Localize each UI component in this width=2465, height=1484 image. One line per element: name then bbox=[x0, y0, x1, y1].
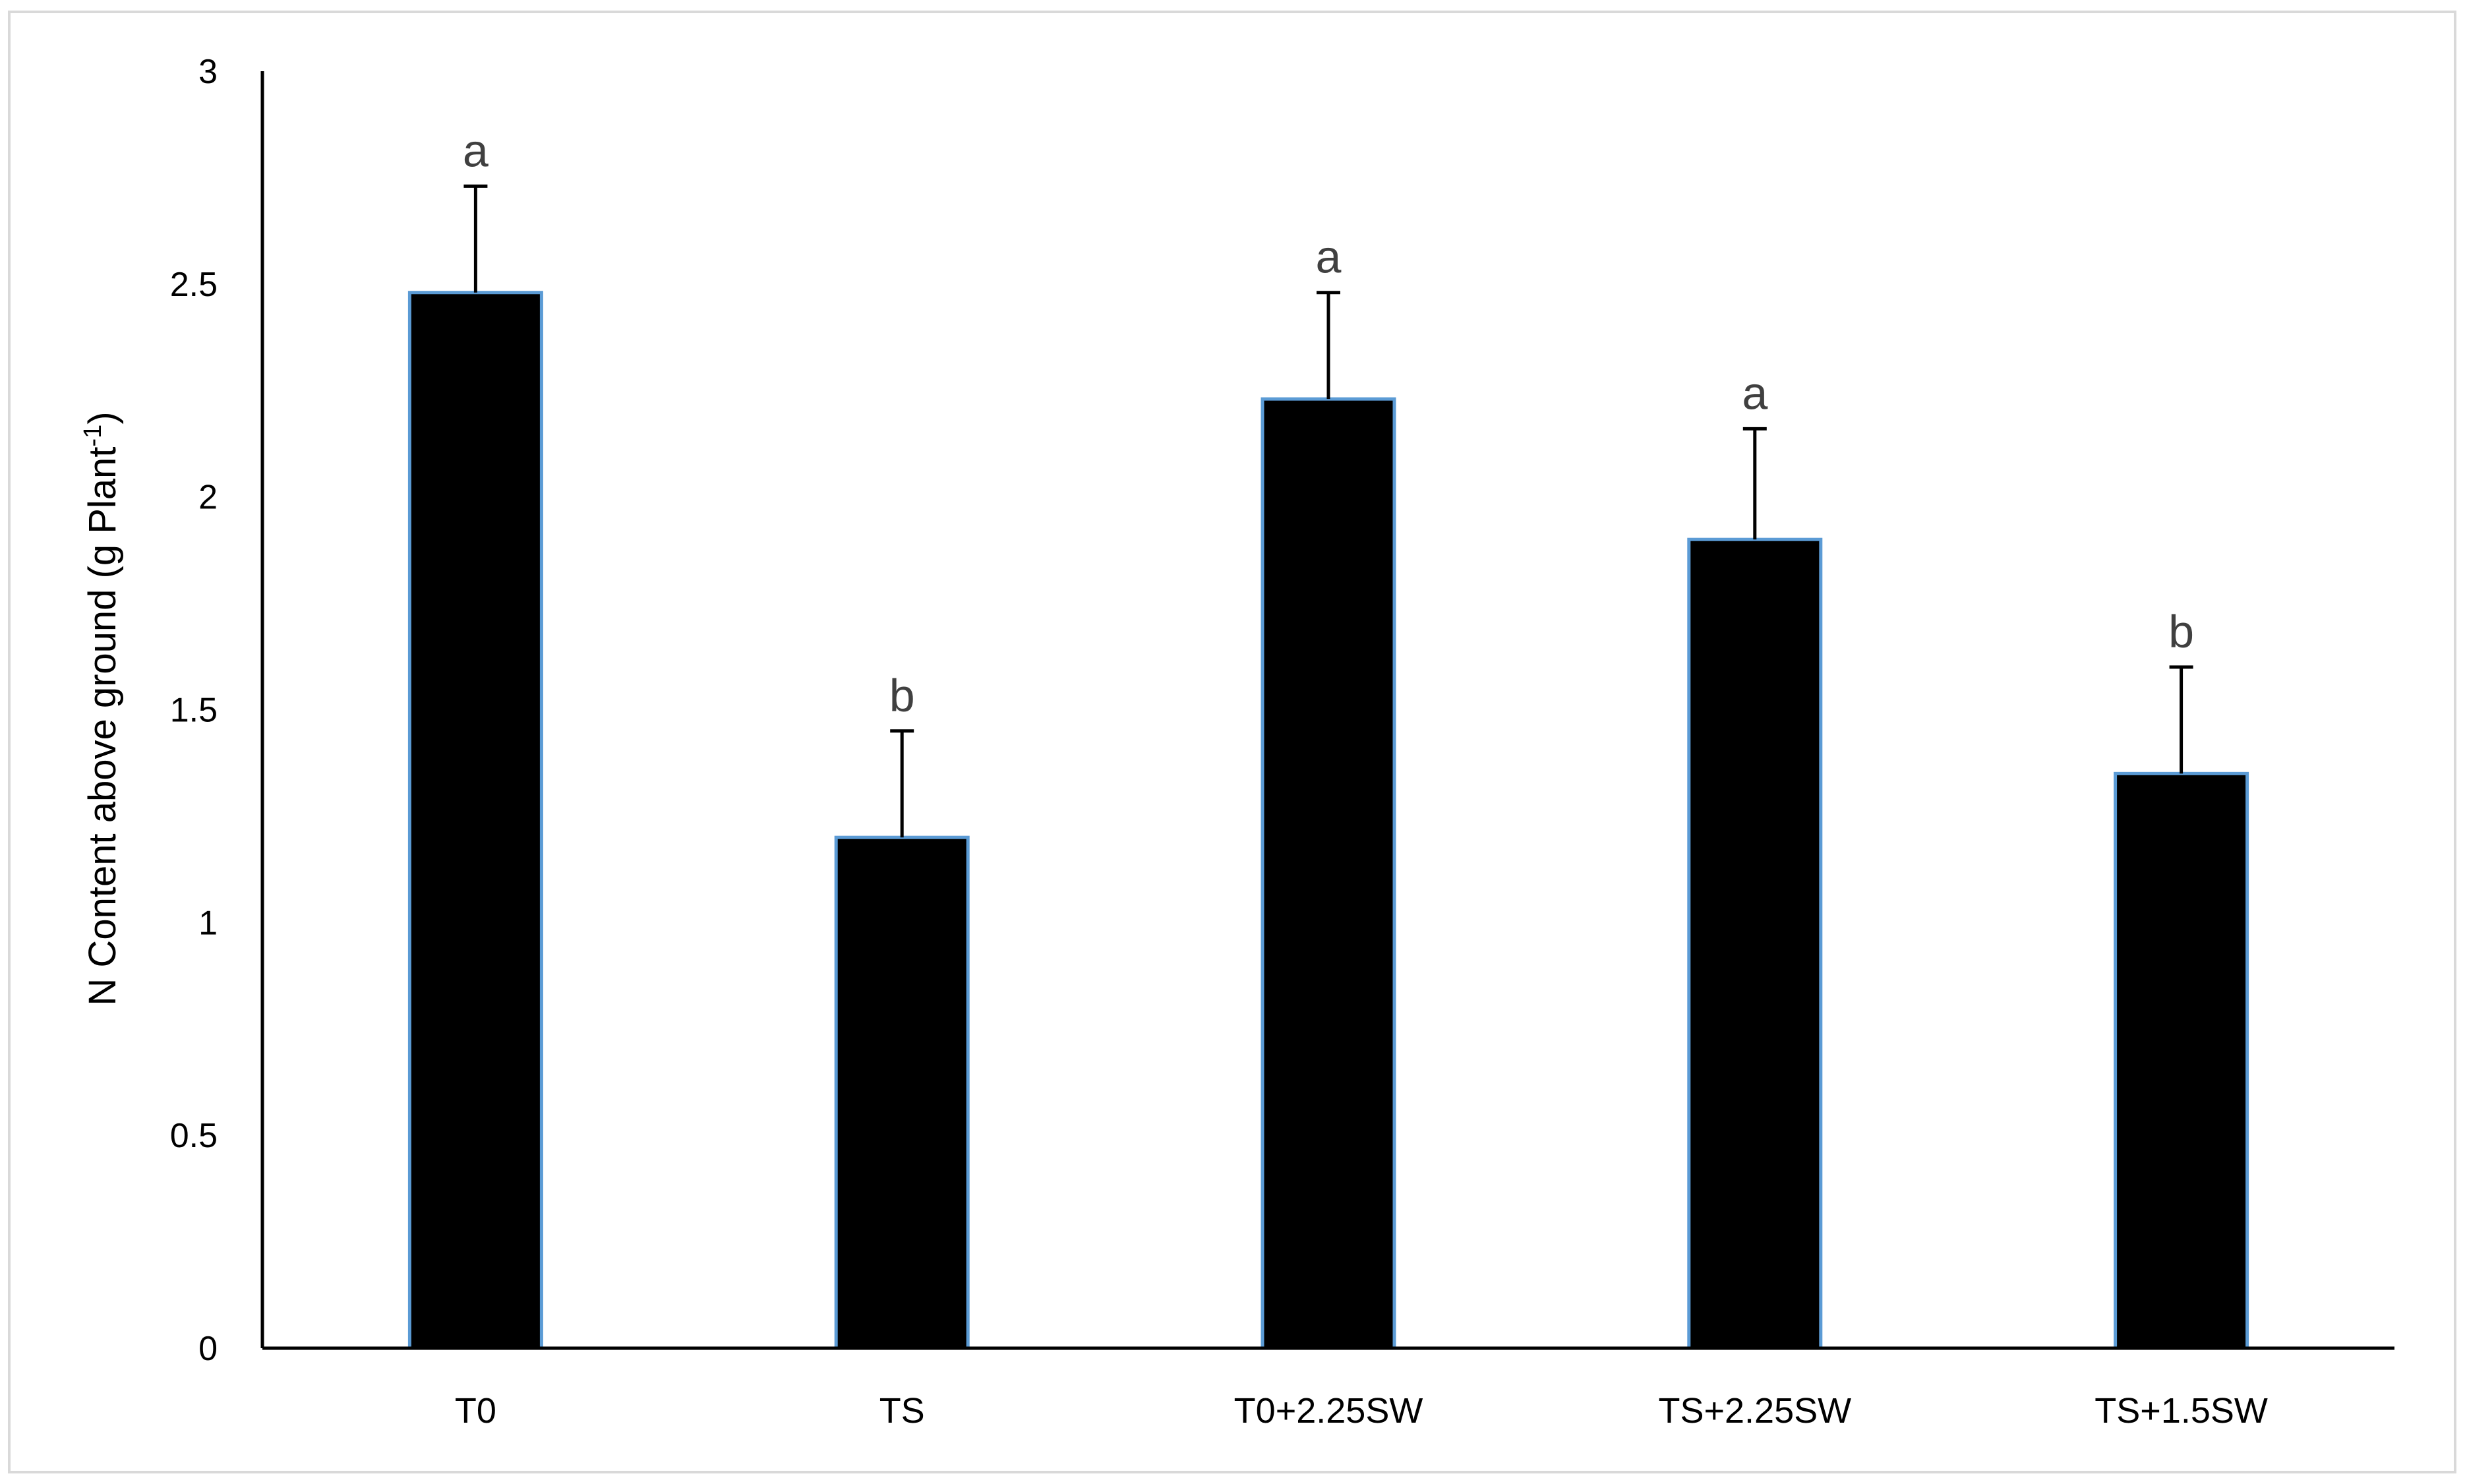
bar-T0+2.25SW bbox=[1261, 397, 1396, 1350]
y-axis-title-superscript: -1 bbox=[79, 425, 107, 447]
significance-label-TS+2.25SW: a bbox=[1742, 367, 1767, 419]
x-tick-label: T0 bbox=[455, 1391, 496, 1431]
bar-TS+1.5SW bbox=[2114, 771, 2249, 1350]
x-tick-label: TS+1.5SW bbox=[2094, 1391, 2268, 1431]
y-tick-label: 0 bbox=[198, 1330, 218, 1368]
significance-label-T0+2.25SW: a bbox=[1316, 231, 1342, 283]
x-tick-label: TS bbox=[879, 1391, 925, 1431]
chart-frame bbox=[8, 11, 2456, 1473]
y-tick-label: 2.5 bbox=[170, 266, 218, 304]
y-tick-label: 2 bbox=[198, 479, 218, 517]
significance-label-TS+1.5SW: b bbox=[2168, 606, 2194, 657]
y-axis-title-main: N Content above ground (g Plant bbox=[81, 447, 124, 1006]
bar-T0 bbox=[407, 291, 543, 1350]
x-tick-label: TS+2.25SW bbox=[1658, 1391, 1851, 1431]
y-tick-label: 3 bbox=[198, 53, 218, 91]
significance-labels-layer: a b a a b bbox=[463, 125, 2194, 721]
y-tick-label: 1.5 bbox=[170, 692, 218, 730]
error-bars-layer bbox=[463, 184, 2193, 838]
significance-label-T0: a bbox=[463, 125, 489, 176]
y-axis-title-close: ) bbox=[81, 411, 124, 424]
x-tick-label: T0+2.25SW bbox=[1234, 1391, 1423, 1431]
y-axis-title: N Content above ground (g Plant-1) bbox=[79, 411, 124, 1005]
significance-label-TS: b bbox=[889, 670, 915, 721]
y-tick-labels: 0 0.5 1 1.5 2 2.5 3 bbox=[170, 53, 218, 1368]
y-tick-label: 0.5 bbox=[170, 1117, 218, 1155]
x-tick-labels: T0 TS T0+2.25SW TS+2.25SW TS+1.5SW bbox=[455, 1391, 2268, 1431]
bar-TS+2.25SW bbox=[1687, 537, 1823, 1350]
y-tick-label: 1 bbox=[198, 904, 218, 942]
bar-TS bbox=[834, 835, 970, 1350]
